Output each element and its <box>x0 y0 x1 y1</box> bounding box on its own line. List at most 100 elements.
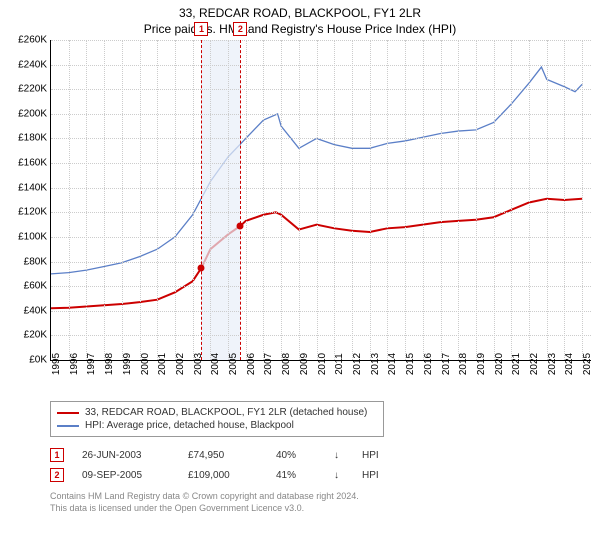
sale-price: £109,000 <box>188 470 258 481</box>
sale-pct: 40% <box>276 450 316 461</box>
x-axis-label: 2015 <box>405 353 416 375</box>
marker-vline <box>240 40 241 360</box>
legend: 33, REDCAR ROAD, BLACKPOOL, FY1 2LR (det… <box>50 401 384 437</box>
sale-pct: 41% <box>276 470 316 481</box>
y-gridline <box>51 163 591 164</box>
y-gridline <box>51 311 591 312</box>
chart-title: 33, REDCAR ROAD, BLACKPOOL, FY1 2LR <box>0 0 600 20</box>
x-gridline <box>86 40 87 360</box>
x-gridline <box>69 40 70 360</box>
y-gridline <box>51 286 591 287</box>
marker-vline <box>201 40 202 360</box>
y-gridline <box>51 138 591 139</box>
y-gridline <box>51 65 591 66</box>
x-gridline <box>494 40 495 360</box>
legend-item: 33, REDCAR ROAD, BLACKPOOL, FY1 2LR (det… <box>57 406 377 419</box>
x-axis-label: 2021 <box>511 353 522 375</box>
x-gridline <box>547 40 548 360</box>
x-axis-label: 2010 <box>317 353 328 375</box>
y-axis-label: £160K <box>18 158 47 169</box>
sale-marker-number: 2 <box>50 468 64 482</box>
x-gridline <box>246 40 247 360</box>
sales-table: 126-JUN-2003£74,95040%↓HPI209-SEP-2005£1… <box>50 445 600 485</box>
x-axis-label: 1998 <box>104 353 115 375</box>
x-gridline <box>157 40 158 360</box>
sale-date: 26-JUN-2003 <box>82 450 170 461</box>
legend-item: HPI: Average price, detached house, Blac… <box>57 419 377 432</box>
x-axis-label: 2009 <box>299 353 310 375</box>
y-gridline <box>51 335 591 336</box>
x-gridline <box>193 40 194 360</box>
sale-row: 2 09-SEP-2005 £109,000 41% ↓ HPI <box>50 465 600 485</box>
sale-hpi-label: HPI <box>362 450 386 461</box>
chart-subtitle: Price paid vs. HM Land Registry's House … <box>0 20 600 40</box>
x-gridline <box>370 40 371 360</box>
x-axis-label: 2016 <box>423 353 434 375</box>
x-gridline <box>317 40 318 360</box>
y-gridline <box>51 212 591 213</box>
x-gridline <box>529 40 530 360</box>
legend-label: 33, REDCAR ROAD, BLACKPOOL, FY1 2LR (det… <box>85 407 367 418</box>
x-axis-label: 2002 <box>175 353 186 375</box>
sale-hpi-label: HPI <box>362 470 386 481</box>
x-gridline <box>511 40 512 360</box>
down-arrow-icon: ↓ <box>334 470 344 481</box>
x-gridline <box>210 40 211 360</box>
marker-number-box: 1 <box>194 22 208 36</box>
x-gridline <box>281 40 282 360</box>
x-axis-label: 2011 <box>334 353 345 375</box>
y-axis-label: £60K <box>24 281 47 292</box>
legend-swatch <box>57 412 79 414</box>
marker-dot <box>237 222 244 229</box>
x-axis-label: 2017 <box>441 353 452 375</box>
y-gridline <box>51 40 591 41</box>
x-gridline <box>334 40 335 360</box>
x-gridline <box>104 40 105 360</box>
y-axis-label: £100K <box>18 231 47 242</box>
x-axis-label: 2012 <box>352 353 363 375</box>
y-axis-label: £240K <box>18 59 47 70</box>
x-gridline <box>122 40 123 360</box>
x-gridline <box>582 40 583 360</box>
x-gridline <box>458 40 459 360</box>
footer-line: This data is licensed under the Open Gov… <box>50 503 600 515</box>
x-axis-label: 2023 <box>547 353 558 375</box>
x-gridline <box>387 40 388 360</box>
x-gridline <box>405 40 406 360</box>
sale-row: 126-JUN-2003£74,95040%↓HPI <box>50 445 600 465</box>
x-gridline <box>175 40 176 360</box>
x-axis-label: 1995 <box>51 353 62 375</box>
y-axis-label: £200K <box>18 108 47 119</box>
x-axis-label: 2005 <box>228 353 239 375</box>
x-axis-label: 2000 <box>140 353 151 375</box>
x-axis-label: 1996 <box>69 353 80 375</box>
x-axis-label: 2018 <box>458 353 469 375</box>
x-gridline <box>441 40 442 360</box>
sale-price: £74,950 <box>188 450 258 461</box>
y-axis-label: £80K <box>24 256 47 267</box>
x-axis-label: 1999 <box>122 353 133 375</box>
y-gridline <box>51 188 591 189</box>
x-gridline <box>140 40 141 360</box>
x-axis-label: 2024 <box>564 353 575 375</box>
x-axis-label: 2008 <box>281 353 292 375</box>
x-axis-label: 1997 <box>86 353 97 375</box>
legend-swatch <box>57 425 79 427</box>
x-gridline <box>299 40 300 360</box>
x-axis-label: 2004 <box>210 353 221 375</box>
x-gridline <box>564 40 565 360</box>
y-axis-label: £20K <box>24 330 47 341</box>
y-axis-label: £0K <box>29 355 47 366</box>
y-axis-label: £180K <box>18 133 47 144</box>
sale-date: 09-SEP-2005 <box>82 470 170 481</box>
x-gridline <box>423 40 424 360</box>
x-axis-label: 2020 <box>494 353 505 375</box>
y-axis-label: £220K <box>18 84 47 95</box>
x-axis-label: 2006 <box>246 353 257 375</box>
x-axis-label: 2007 <box>263 353 274 375</box>
down-arrow-icon: ↓ <box>334 450 344 461</box>
y-axis-label: £40K <box>24 305 47 316</box>
marker-dot <box>198 264 205 271</box>
y-axis-label: £140K <box>18 182 47 193</box>
x-axis-label: 2013 <box>370 353 381 375</box>
